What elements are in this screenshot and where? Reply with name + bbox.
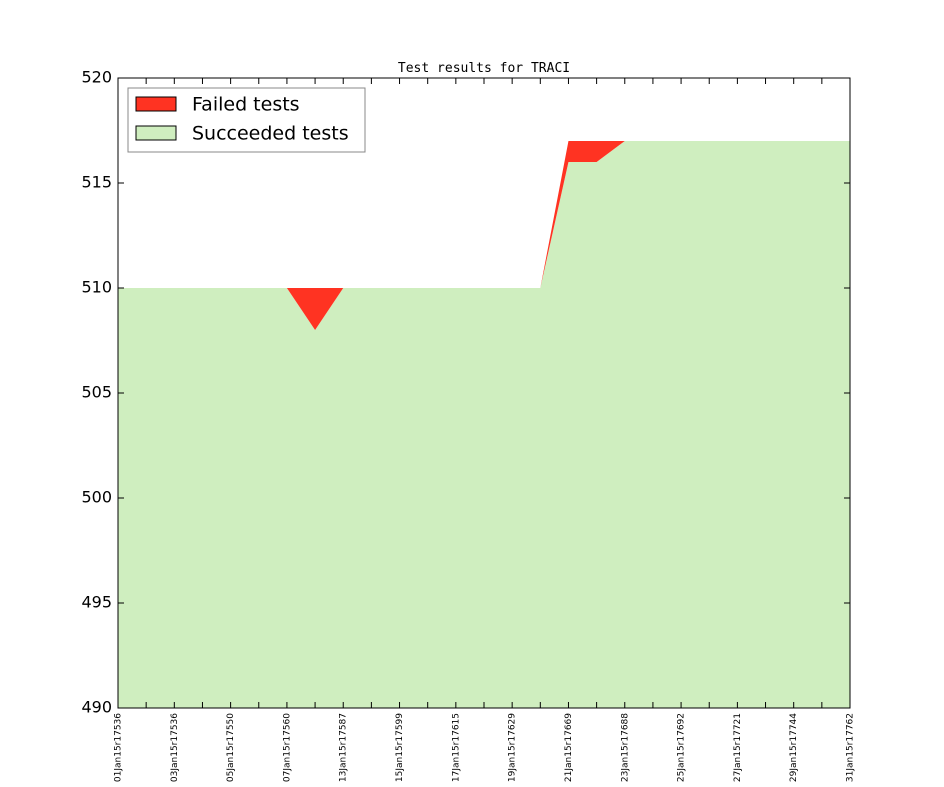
- y-tick-label: 510: [81, 278, 112, 297]
- x-tick-label: 13Jan15r17587: [339, 713, 349, 782]
- x-tick-label: 17Jan15r17615: [451, 713, 461, 782]
- y-tick-label: 490: [81, 698, 112, 717]
- area: [118, 141, 850, 708]
- x-tick-label: 27Jan15r17721: [733, 713, 743, 782]
- x-tick-label: 21Jan15r17669: [564, 713, 574, 782]
- y-tick-label: 495: [81, 593, 112, 612]
- x-tick-label: 05Jan15r17550: [226, 713, 236, 782]
- x-tick-label: 15Jan15r17599: [395, 713, 405, 782]
- legend: Failed tests Succeeded tests: [127, 87, 366, 153]
- x-tick-label: 25Jan15r17692: [677, 713, 687, 782]
- x-tick-label: 07Jan15r17560: [282, 713, 292, 782]
- legend-label: Succeeded tests: [192, 123, 349, 145]
- x-tick-label: 19Jan15r17629: [508, 713, 518, 782]
- y-tick-label: 500: [81, 488, 112, 507]
- x-tick-label: 29Jan15r17744: [789, 713, 799, 782]
- chart-title: Test results for TRACI: [398, 61, 570, 76]
- y-tick-label: 520: [81, 68, 112, 87]
- x-tick-label: 03Jan15r17536: [170, 713, 180, 782]
- legend-label: Failed tests: [192, 94, 300, 116]
- x-tick-label: 23Jan15r17688: [620, 713, 630, 782]
- x-tick-label: 31Jan15r17762: [846, 713, 856, 782]
- legend-swatch: [135, 125, 177, 141]
- y-tick-label: 505: [81, 383, 112, 402]
- legend-swatch: [135, 96, 177, 112]
- y-tick-label: 515: [81, 173, 112, 192]
- x-tick-label: 01Jan15r17536: [114, 713, 124, 782]
